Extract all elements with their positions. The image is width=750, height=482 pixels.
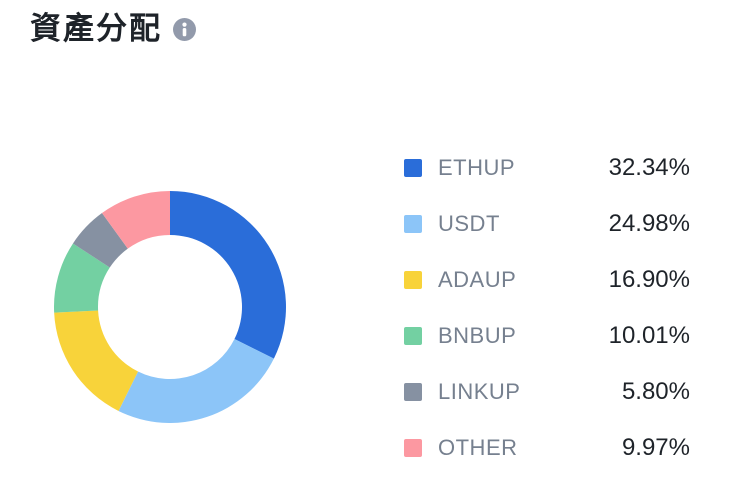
chart-legend: ETHUP 32.34% USDT 24.98% ADAUP 16.90% BN…	[404, 140, 690, 476]
legend-asset-label: BNBUP	[438, 323, 517, 348]
legend-percentage-value: 10.01%	[608, 322, 690, 349]
info-icon[interactable]	[173, 17, 196, 41]
legend-item: BNBUP 10.01%	[404, 308, 690, 364]
legend-asset-label: ADAUP	[438, 267, 517, 292]
legend-swatch	[404, 271, 422, 289]
donut-slice-OTHER[interactable]	[101, 191, 170, 249]
legend-swatch	[404, 159, 422, 177]
legend-swatch	[404, 215, 422, 233]
legend-asset-label: OTHER	[438, 435, 518, 460]
legend-swatch	[404, 439, 422, 457]
legend-item: USDT 24.98%	[404, 196, 690, 252]
donut-slice-ADAUP[interactable]	[54, 310, 139, 411]
legend-percentage-value: 16.90%	[608, 266, 690, 293]
legend-item: ADAUP 16.90%	[404, 252, 690, 308]
legend-percentage-value: 24.98%	[608, 210, 690, 237]
donut-slice-ETHUP[interactable]	[170, 191, 286, 359]
legend-item: ETHUP 32.34%	[404, 140, 690, 196]
page-title: 資產分配	[30, 11, 162, 46]
donut-slice-BNBUP[interactable]	[54, 243, 110, 313]
legend-asset-label: USDT	[438, 211, 500, 236]
legend-percentage-value: 9.97%	[621, 434, 690, 461]
donut-slice-LINKUP[interactable]	[72, 213, 128, 268]
legend-item: OTHER 9.97%	[404, 420, 690, 476]
legend-swatch	[404, 327, 422, 345]
panel-header: 資產分配	[30, 10, 196, 49]
legend-percentage-value: 32.34%	[608, 154, 690, 181]
legend-asset-label: ETHUP	[438, 155, 516, 180]
legend-swatch	[404, 383, 422, 401]
legend-item: LINKUP 5.80%	[404, 364, 690, 420]
asset-allocation-donut-chart	[54, 191, 286, 423]
donut-slice-USDT[interactable]	[118, 339, 274, 423]
legend-asset-label: LINKUP	[438, 379, 521, 404]
legend-percentage-value: 5.80%	[621, 378, 690, 405]
